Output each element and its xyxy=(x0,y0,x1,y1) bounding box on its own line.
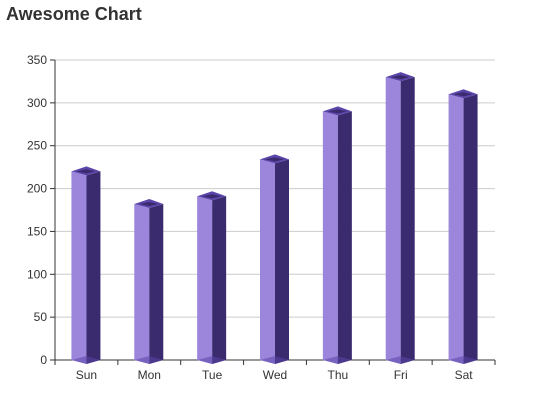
bar-side-face xyxy=(400,77,415,365)
x-tick-label: Tue xyxy=(202,368,223,382)
bar-side-face xyxy=(275,159,289,364)
bar-fri xyxy=(385,72,415,365)
bar-base-face xyxy=(197,356,227,364)
x-tick-label: Mon xyxy=(138,368,161,382)
bar-side-face xyxy=(149,204,164,364)
bar-base-face xyxy=(322,356,352,364)
bar-sat xyxy=(448,89,478,365)
x-tick-label: Wed xyxy=(263,368,287,382)
chart-title: Awesome Chart xyxy=(6,4,142,24)
bar-base-face xyxy=(71,356,101,364)
bar-top-inner xyxy=(76,169,96,174)
y-tick-label: 150 xyxy=(27,224,47,238)
bar-side-face xyxy=(463,94,478,365)
y-tick-label: 250 xyxy=(27,139,47,153)
y-tick-label: 200 xyxy=(27,182,47,196)
y-tick-label: 50 xyxy=(34,310,48,324)
bar-front-face xyxy=(385,77,401,365)
bar-side-face xyxy=(86,171,101,364)
bar-base-face xyxy=(260,356,289,364)
y-tick-label: 300 xyxy=(27,96,47,110)
bar-top-inner xyxy=(390,75,410,80)
bar-top-inner xyxy=(139,202,159,206)
x-tick-label: Sun xyxy=(76,368,97,382)
x-tick-label: Fri xyxy=(394,368,408,382)
y-tick-label: 0 xyxy=(40,353,47,367)
bar-mon xyxy=(134,199,164,364)
bar-tue xyxy=(197,191,227,364)
bar-thu xyxy=(322,106,352,364)
bar-front-face xyxy=(134,204,150,364)
bar-top-inner xyxy=(453,92,473,97)
bar-front-face xyxy=(260,159,275,364)
y-tick-label: 100 xyxy=(27,267,47,281)
x-tick-label: Sat xyxy=(455,368,474,382)
y-tick-label: 350 xyxy=(27,53,47,67)
x-tick-label: Thu xyxy=(328,368,349,382)
bar-sun xyxy=(71,166,101,364)
bar-front-face xyxy=(197,196,213,364)
bar-base-face xyxy=(448,356,478,364)
bar-front-face xyxy=(71,171,87,364)
bar-base-face xyxy=(385,356,415,364)
bar-top-inner xyxy=(265,157,284,162)
bar-front-face xyxy=(322,111,338,364)
y-axis: 0 50 100 150 200 250 300 350 xyxy=(27,53,56,367)
bar-top-inner xyxy=(202,194,222,199)
bar-base-face xyxy=(134,356,164,364)
bar-side-face xyxy=(337,111,352,364)
bars xyxy=(71,72,478,365)
bar-front-face xyxy=(448,94,464,365)
bar-wed xyxy=(260,154,289,364)
bar-side-face xyxy=(212,196,227,364)
bar-top-inner xyxy=(327,109,347,114)
